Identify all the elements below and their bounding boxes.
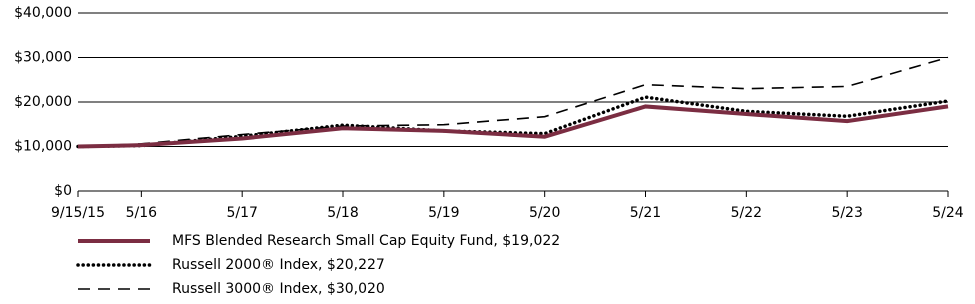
y-tick-label: $0 bbox=[54, 183, 72, 199]
legend-label: Russell 2000® Index, $20,227 bbox=[172, 257, 385, 273]
series-line bbox=[77, 104, 949, 149]
x-tick-label: 5/18 bbox=[327, 205, 358, 221]
y-tick-label: $10,000 bbox=[14, 139, 72, 155]
x-tick-label: 5/19 bbox=[428, 205, 459, 221]
x-tick-label: 5/20 bbox=[529, 205, 560, 221]
y-tick-label: $30,000 bbox=[14, 50, 72, 66]
x-tick-label: 5/16 bbox=[126, 205, 158, 221]
x-tick-label: 9/15/15 bbox=[51, 205, 105, 221]
y-tick-label: $20,000 bbox=[14, 94, 72, 110]
x-tick-label: 5/23 bbox=[831, 205, 862, 221]
y-tick-label: $40,000 bbox=[14, 5, 72, 21]
series-line bbox=[77, 56, 949, 148]
x-tick-label: 5/17 bbox=[226, 205, 257, 221]
x-tick-label: 5/21 bbox=[630, 205, 661, 221]
x-tick-label: 5/24 bbox=[932, 205, 964, 221]
legend-label: Russell 3000® Index, $30,020 bbox=[172, 281, 385, 297]
x-tick-label: 5/22 bbox=[731, 205, 762, 221]
legend-label: MFS Blended Research Small Cap Equity Fu… bbox=[172, 233, 560, 249]
